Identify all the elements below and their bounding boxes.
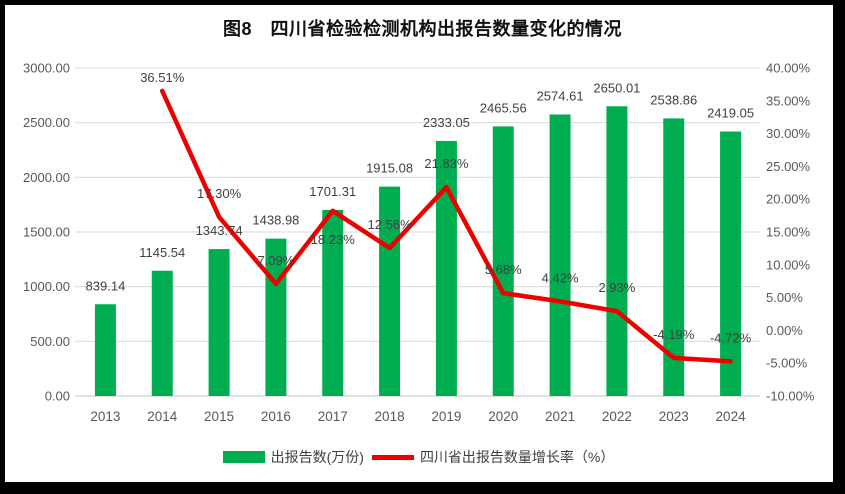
- line-label-2016: 7.09%: [257, 253, 294, 268]
- bar-label-2021: 2574.61: [537, 89, 584, 104]
- bar-2014: [151, 270, 173, 396]
- line-label-2022: 2.93%: [598, 280, 635, 295]
- frame-border-bottom: [0, 482, 845, 494]
- axis-tick-right-7: 25.00%: [766, 159, 811, 174]
- bar-2019: [435, 140, 457, 396]
- bar-2017: [322, 209, 344, 396]
- bar-label-2024: 2419.05: [707, 106, 754, 121]
- line-label-2021: 4.42%: [542, 270, 579, 285]
- bar-2018: [379, 186, 401, 396]
- chart-title: 图8 四川省检验检测机构出报告数量变化的情况: [222, 19, 622, 39]
- axis-tick-left-5: 2500.00: [23, 115, 70, 130]
- bar-label-2013: 839.14: [86, 278, 126, 293]
- axis-tick-left-3: 1500.00: [23, 225, 70, 240]
- legend-line-label: 四川省出报告数量增长率（%）: [419, 449, 615, 465]
- line-label-2015: 17.30%: [197, 186, 242, 201]
- axis-tick-x-2021: 2021: [545, 409, 575, 424]
- frame-border-right: [833, 0, 845, 494]
- line-label-2024: -4.72%: [710, 330, 752, 345]
- axis-tick-right-4: 10.00%: [766, 257, 811, 272]
- bar-label-2017: 1701.31: [309, 184, 356, 199]
- axis-tick-x-2014: 2014: [147, 409, 178, 424]
- bar-label-2020: 2465.56: [480, 100, 527, 115]
- bar-label-2015: 1343.74: [196, 223, 243, 238]
- bar-2022: [606, 106, 628, 397]
- axis-tick-right-9: 35.00%: [766, 93, 811, 108]
- axis-tick-left-1: 500.00: [30, 334, 70, 349]
- bar-label-2022: 2650.01: [593, 80, 640, 95]
- bar-label-2019: 2333.05: [423, 115, 470, 130]
- line-label-2014: 36.51%: [140, 70, 185, 85]
- axis-tick-x-2022: 2022: [602, 409, 632, 424]
- axis-tick-right-3: 5.00%: [766, 290, 803, 305]
- bar-2024: [720, 131, 742, 396]
- axis-tick-x-2017: 2017: [318, 409, 348, 424]
- axis-tick-right-1: -5.00%: [766, 356, 808, 371]
- axis-tick-right-2: 0.00%: [766, 323, 803, 338]
- bar-label-2018: 1915.08: [366, 161, 413, 176]
- frame-border-top: [0, 0, 845, 5]
- axis-tick-left-2: 1000.00: [23, 279, 70, 294]
- legend-bar-label: 出报告数(万份): [270, 449, 364, 465]
- legend-line-swatch-icon: [371, 454, 414, 460]
- axis-tick-x-2020: 2020: [488, 409, 518, 424]
- line-growth-rate: [160, 88, 733, 364]
- axis-tick-x-2016: 2016: [261, 409, 291, 424]
- line-label-2018: 12.56%: [368, 217, 413, 232]
- axis-tick-x-2013: 2013: [90, 409, 120, 424]
- bar-label-2023: 2538.86: [650, 92, 697, 107]
- line-label-2019: 21.83%: [424, 156, 469, 171]
- bar-2020: [492, 126, 514, 397]
- bar-2023: [663, 118, 685, 397]
- bar-label-2016: 1438.98: [252, 213, 299, 228]
- axis-tick-right-0: -10.00%: [766, 389, 815, 404]
- axis-tick-right-8: 30.00%: [766, 126, 811, 141]
- bar-label-2014: 1145.54: [139, 245, 185, 260]
- frame-border-left: [0, 0, 5, 494]
- legend: 出报告数(万份) 四川省出报告数量增长率（%）: [78, 446, 759, 468]
- axis-tick-x-2024: 2024: [716, 409, 747, 424]
- axis-tick-x-2019: 2019: [431, 409, 461, 424]
- axis-tick-left-0: 0.00: [45, 389, 70, 404]
- bar-2013: [94, 304, 116, 396]
- legend-bar-swatch-icon: [222, 451, 265, 463]
- line-label-2023: -4.19%: [653, 327, 695, 342]
- axis-tick-right-6: 20.00%: [766, 192, 811, 207]
- bar-2015: [208, 249, 230, 396]
- axis-tick-right-5: 15.00%: [766, 225, 811, 240]
- axis-tick-x-2018: 2018: [375, 409, 405, 424]
- axis-tick-right-10: 40.00%: [766, 61, 811, 76]
- bar-2021: [549, 114, 571, 396]
- axis-tick-x-2023: 2023: [659, 409, 689, 424]
- axis-tick-left-6: 3000.00: [23, 61, 70, 76]
- axis-tick-left-4: 2000.00: [23, 170, 70, 185]
- line-label-2020: 5.68%: [485, 262, 522, 277]
- axis-tick-x-2015: 2015: [204, 409, 234, 424]
- line-label-2017: 18.23%: [311, 232, 356, 247]
